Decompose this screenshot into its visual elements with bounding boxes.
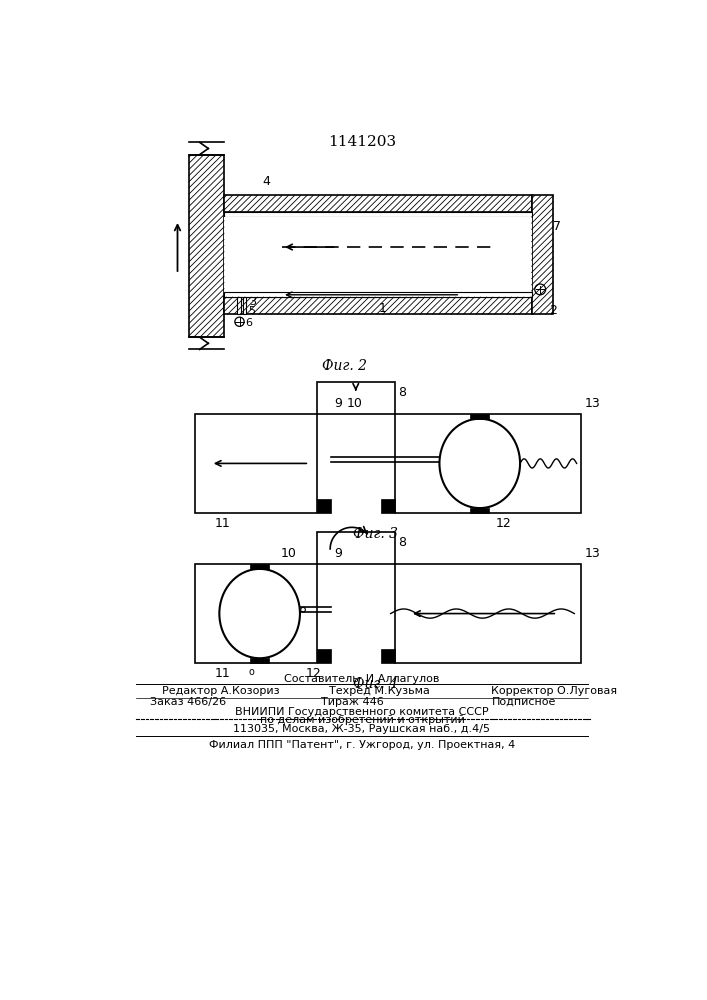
- Bar: [237, 297, 241, 314]
- Text: 113035, Москва, Ж-35, Раушская наб., д.4/5: 113035, Москва, Ж-35, Раушская наб., д.4…: [233, 724, 491, 734]
- Text: 12: 12: [306, 667, 322, 680]
- Bar: [224, 195, 532, 212]
- Bar: [470, 508, 489, 513]
- Bar: [195, 564, 317, 663]
- Text: 5: 5: [248, 306, 255, 316]
- Text: Филиал ППП "Патент", г. Ужгород, ул. Проектная, 4: Филиал ППП "Патент", г. Ужгород, ул. Про…: [209, 740, 515, 750]
- Text: 2: 2: [549, 304, 557, 317]
- Text: Фиг. 2: Фиг. 2: [322, 359, 367, 373]
- Text: 1141203: 1141203: [328, 135, 396, 149]
- Text: 10: 10: [281, 547, 296, 560]
- Text: 10: 10: [346, 397, 362, 410]
- Text: Редактор А.Козориз: Редактор А.Козориз: [162, 686, 280, 696]
- Bar: [380, 649, 395, 663]
- Bar: [224, 292, 532, 297]
- Text: 8: 8: [398, 536, 407, 549]
- Text: по делам изобретений и открытий: по делам изобретений и открытий: [259, 715, 464, 725]
- Bar: [195, 414, 317, 513]
- Text: o: o: [249, 667, 255, 677]
- Text: 11: 11: [215, 667, 230, 680]
- Text: Составитель  И.Аллагулов: Составитель И.Аллагулов: [284, 674, 440, 684]
- Bar: [317, 499, 331, 513]
- Text: Фиг. 3: Фиг. 3: [353, 527, 397, 541]
- Text: 8: 8: [398, 386, 407, 399]
- Bar: [395, 414, 580, 513]
- Bar: [317, 382, 395, 414]
- Text: 11: 11: [215, 517, 230, 530]
- Text: 13: 13: [585, 547, 600, 560]
- Circle shape: [300, 607, 305, 612]
- Text: 9: 9: [334, 397, 342, 410]
- Text: Подписное: Подписное: [491, 697, 556, 707]
- Bar: [250, 564, 269, 569]
- Text: Заказ 466/26: Заказ 466/26: [151, 697, 226, 707]
- Bar: [317, 649, 331, 663]
- Text: Техред М.Кузьма: Техред М.Кузьма: [329, 686, 429, 696]
- Text: 1: 1: [379, 302, 387, 315]
- Bar: [380, 499, 395, 513]
- Bar: [243, 297, 247, 314]
- Text: 6: 6: [245, 318, 252, 328]
- Bar: [532, 195, 554, 314]
- Bar: [470, 414, 489, 419]
- Bar: [224, 217, 532, 292]
- Text: 12: 12: [495, 517, 511, 530]
- Text: Корректор О.Луговая: Корректор О.Луговая: [491, 686, 617, 696]
- Text: 4: 4: [263, 175, 271, 188]
- Ellipse shape: [219, 569, 300, 658]
- Bar: [395, 564, 580, 663]
- Text: 3: 3: [249, 297, 256, 307]
- Text: 7: 7: [554, 220, 561, 233]
- Bar: [224, 212, 532, 217]
- Bar: [250, 658, 269, 663]
- Bar: [317, 532, 395, 564]
- Ellipse shape: [440, 419, 520, 508]
- Bar: [224, 292, 532, 297]
- Text: Фиг. 4: Фиг. 4: [353, 677, 397, 691]
- Bar: [189, 155, 224, 337]
- Bar: [224, 297, 532, 314]
- Text: ВНИИПИ Государственного комитета СССР: ВНИИПИ Государственного комитета СССР: [235, 707, 489, 717]
- Text: Тираж 446: Тираж 446: [321, 697, 384, 707]
- Text: 9: 9: [334, 547, 342, 560]
- Text: 13: 13: [585, 397, 600, 410]
